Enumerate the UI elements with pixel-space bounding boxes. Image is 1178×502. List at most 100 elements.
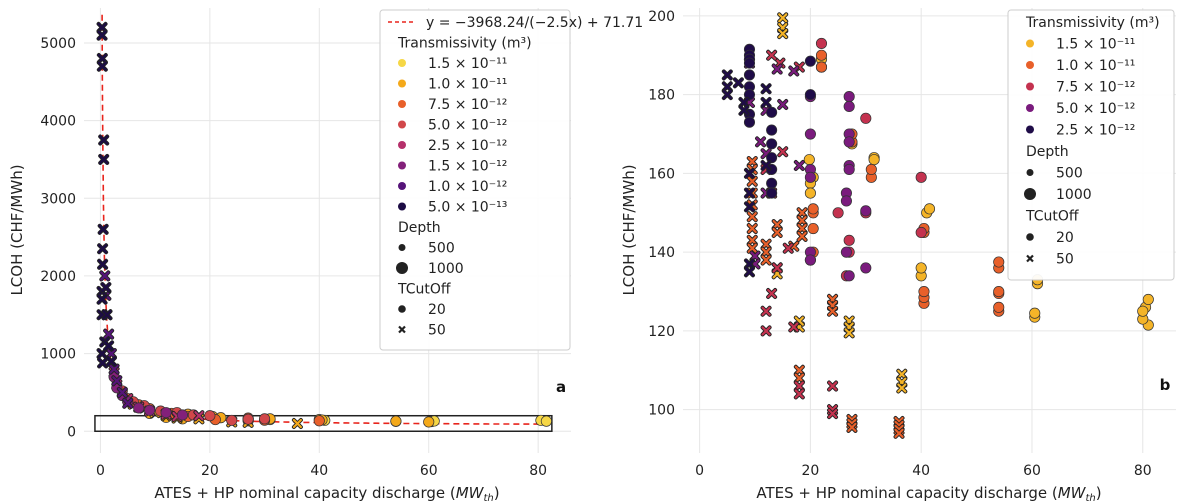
- data-point-x-fill: [772, 227, 782, 238]
- data-point-x-fill: [747, 212, 757, 222]
- data-point-x-fill: [100, 271, 110, 281]
- legend-color-swatch: [398, 141, 406, 149]
- data-point-x: [743, 266, 755, 278]
- legend-marker-swatch: [1026, 254, 1034, 263]
- data-point: [915, 226, 927, 239]
- data-point-x-fill: [744, 202, 755, 212]
- data-point-x-fill: [794, 389, 804, 399]
- data-point: [133, 402, 145, 414]
- legend-color-label: 5.0 × 10⁻¹²: [428, 118, 507, 134]
- x-tick-label: 80: [529, 463, 547, 479]
- legend-frame: [1007, 9, 1175, 281]
- data-point-x-fill: [97, 22, 107, 33]
- legend-title: TCutOff: [1025, 209, 1079, 225]
- data-point-x-fill: [744, 259, 755, 269]
- data-point-x-fill: [123, 398, 133, 408]
- legend-color-label: 5.0 × 10⁻¹³: [428, 200, 507, 216]
- data-point: [804, 89, 816, 101]
- data-point-x-fill: [194, 411, 204, 421]
- data-point: [144, 404, 156, 416]
- data-point: [803, 154, 815, 166]
- y-tick-label: 4000: [40, 114, 76, 130]
- y-tick-label: 180: [648, 88, 675, 104]
- data-point-x: [827, 408, 839, 420]
- data-point-x-fill: [722, 90, 732, 100]
- legend-marker-swatch: [398, 325, 406, 334]
- data-point-x-fill: [722, 70, 732, 80]
- data-points-b: [721, 12, 1154, 439]
- legend-color-swatch: [398, 120, 406, 129]
- data-point-x-fill: [761, 84, 771, 94]
- data-point-x: [760, 254, 772, 266]
- data-point-x-fill: [794, 160, 804, 171]
- legend-size-label: 500: [1056, 166, 1083, 182]
- data-points-a: [96, 21, 552, 429]
- x-tick-label: 80: [1134, 463, 1152, 479]
- data-point-x: [760, 325, 772, 337]
- y-tick-label: 1000: [40, 347, 76, 363]
- x-tick-labels-b: 0 20 40 60 80: [695, 463, 1152, 479]
- x-tick-label: 40: [310, 463, 328, 479]
- x-tick-label: 60: [1023, 463, 1041, 479]
- data-point-x-fill: [722, 82, 732, 92]
- data-point: [815, 61, 828, 73]
- data-point-x: [760, 305, 772, 317]
- y-tick-label: 200: [648, 9, 675, 25]
- data-point-x: [846, 421, 858, 433]
- data-point-x-fill: [897, 369, 907, 379]
- legend-color-label: 1.0 × 10⁻¹¹: [1056, 58, 1135, 74]
- data-point: [390, 415, 402, 427]
- data-point-x: [732, 77, 744, 89]
- data-point-x: [746, 211, 758, 223]
- data-point: [743, 69, 756, 81]
- data-point-x: [96, 21, 108, 33]
- legend-title: TCutOff: [397, 282, 451, 298]
- data-point-x: [100, 282, 112, 294]
- y-axis-label-b: LCOH (CHF/MWh): [620, 164, 638, 295]
- data-point-x: [766, 288, 778, 300]
- data-point: [993, 256, 1005, 268]
- data-point-x: [97, 243, 109, 255]
- data-point-x-fill: [844, 328, 854, 338]
- data-point-x: [746, 156, 758, 168]
- data-point-x-fill: [797, 223, 807, 234]
- legend-color-label: 2.5 × 10⁻¹²: [428, 138, 507, 154]
- legend-color-swatch: [398, 202, 406, 211]
- data-point-x-fill: [104, 329, 114, 339]
- data-point-x: [746, 242, 758, 254]
- data-point-x: [760, 160, 772, 172]
- legend-size-label: 1000: [1056, 187, 1092, 203]
- data-point: [860, 262, 872, 274]
- data-point: [313, 415, 325, 427]
- data-point-x: [843, 327, 855, 339]
- x-tick-label: 20: [201, 463, 219, 479]
- legend-color-label: 1.5 × 10⁻¹²: [428, 159, 507, 175]
- data-point-x: [746, 223, 758, 235]
- x-tick-label: 40: [912, 463, 930, 479]
- legend-marker-label: 50: [1056, 252, 1074, 268]
- data-point: [923, 203, 936, 215]
- data-point-x-fill: [739, 105, 749, 115]
- data-point-x: [122, 397, 134, 409]
- data-point-x-fill: [109, 364, 119, 374]
- legend-color-label: 5.0 × 10⁻¹²: [1056, 101, 1135, 117]
- data-point-x-fill: [847, 422, 857, 433]
- data-point-x-fill: [106, 348, 116, 359]
- legend-color-label: 1.5 × 10⁻¹¹: [1056, 37, 1135, 53]
- data-point: [226, 414, 238, 426]
- y-tick-label: 120: [648, 324, 675, 340]
- y-tick-label: 0: [67, 424, 76, 440]
- y-tick-label: 5000: [40, 36, 76, 52]
- legend-size-swatch: [396, 262, 408, 274]
- data-point-x-fill: [761, 306, 771, 316]
- data-point-x-fill: [789, 322, 799, 332]
- data-point-x: [96, 60, 108, 72]
- data-point-x-fill: [750, 251, 760, 261]
- data-point-x-fill: [97, 61, 107, 71]
- data-point: [843, 100, 855, 113]
- data-point: [840, 195, 852, 207]
- data-point-x: [766, 49, 778, 61]
- legend-a: y = −3968.24/(−2.5x) + 71.71 Transmissivi…: [379, 9, 643, 351]
- panel-label-b: b: [1160, 376, 1171, 394]
- data-point-x-fill: [98, 259, 108, 269]
